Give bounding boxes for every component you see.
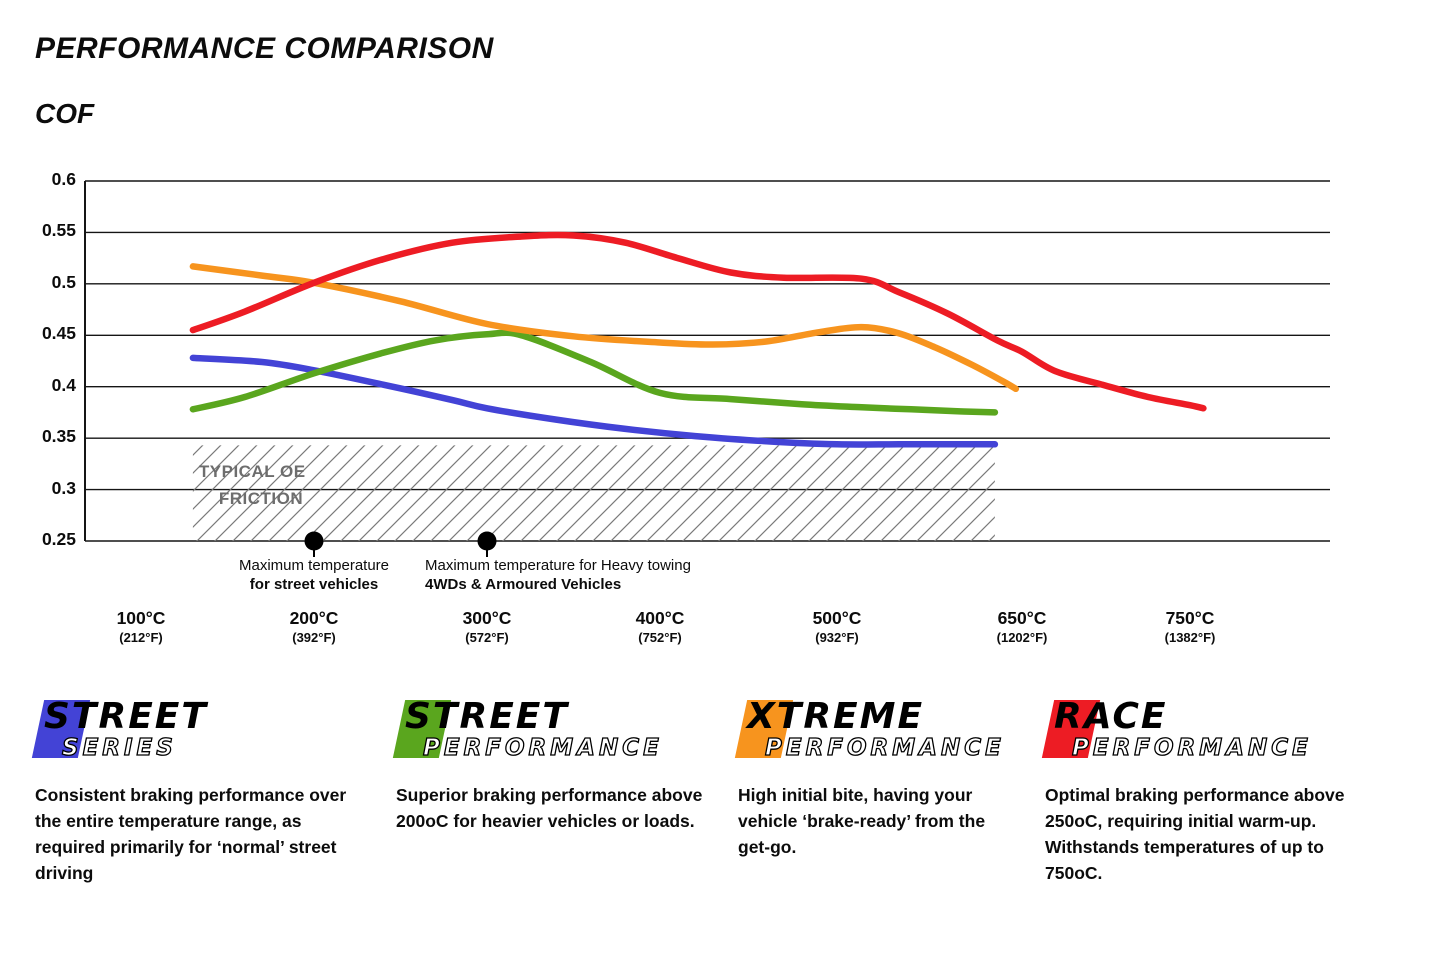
typical-oe-friction-label: TYPICAL OE FRICTION [199,458,306,512]
x-axis-tick-label: 400°C (752°F) [635,608,685,645]
logo-word2: PERFORMANCE [1071,735,1312,761]
typical-oe-friction-region [192,445,995,541]
cof-axis-heading: COF [35,98,95,129]
y-axis-tick-label: 0.45 [41,323,76,344]
xtreme-performance-logo: XTREME PERFORMANCE [734,696,1010,764]
series-curve-race-performance [189,231,1207,412]
product-street-performance: STREET PERFORMANCE Superior braking perf… [392,696,714,834]
y-axis-tick-label: 0.5 [51,271,76,292]
logo-word1: STREET [44,696,208,737]
logo-word1: STREET [405,696,569,737]
x-axis-tick-label: 100°C (212°F) [116,608,166,645]
street-performance-logo: STREET PERFORMANCE [392,696,714,764]
annotation-text-bold: 4WDs & Armoured Vehicles [425,575,622,593]
annotation-text-bold: for street vehicles [249,575,379,593]
product-description: High initial bite, having your vehicle ‘… [738,785,986,857]
y-axis-tick-label: 0.3 [51,477,76,498]
x-axis-tick-label: 500°C (932°F) [812,608,862,645]
logo-word1: RACE [1054,696,1168,737]
logo-word2: PERFORMANCE [422,735,663,761]
x-axis-tick-label: 750°C (1382°F) [1164,608,1216,645]
x-axis-tick-label: 650°C (1202°F) [996,608,1048,645]
series-curve-xtreme-performance [189,263,1020,393]
y-axis-tick-label: 0.55 [41,220,76,241]
annotation-text: Maximum temperature [238,557,390,574]
logo-word2: SERIES [61,735,177,761]
oe-label-line2: FRICTION [218,489,304,508]
x-axis-tick-label: 200°C (392°F) [289,608,339,645]
y-axis-tick-label: 0.35 [41,426,76,447]
annotation-text: Maximum temperature for Heavy towing [425,557,691,574]
y-axis-tick-label: 0.6 [51,169,76,189]
annotation-dot [304,531,324,551]
annotation-towing-max-temp: Maximum temperature for Heavy towing 4WD… [425,557,691,594]
product-description: Consistent braking performance over the … [35,785,347,883]
logo-word2: PERFORMANCE [764,735,1005,761]
product-description: Superior braking performance above 200oC… [396,785,703,831]
street-series-logo: STREET SERIES [31,696,367,764]
annotation-dot [477,531,497,551]
page-title: PERFORMANCE COMPARISON [35,32,494,65]
product-xtreme-performance: XTREME PERFORMANCE High initial bite, ha… [734,696,1010,860]
logo-word1: XTREME [747,696,925,737]
oe-label-line1: TYPICAL OE [198,462,306,481]
series-curve-street-performance [189,329,999,416]
y-axis-tick-label: 0.4 [51,374,76,395]
product-street-series: STREET SERIES Consistent braking perform… [31,696,367,886]
product-legend: STREET SERIES Consistent braking perform… [0,698,1445,972]
annotation-street-max-temp: Maximum temperature for street vehicles [239,557,389,594]
product-description: Optimal braking performance above 250oC,… [1045,785,1345,883]
y-axis-tick-label: 0.25 [41,529,76,549]
race-performance-logo: RACE PERFORMANCE [1041,696,1377,764]
product-race-performance: RACE PERFORMANCE Optimal braking perform… [1041,696,1377,886]
x-axis-tick-label: 300°C (572°F) [462,608,512,645]
